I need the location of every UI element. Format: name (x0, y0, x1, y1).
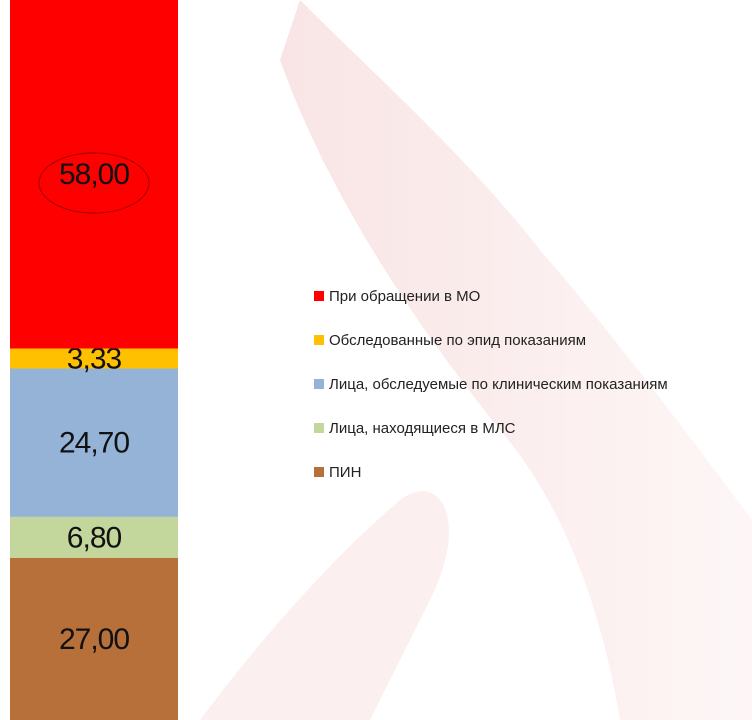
bar-segment (10, 516, 178, 558)
background-ribbon (200, 491, 449, 720)
legend-label: При обращении в МО (329, 288, 480, 305)
bar-segment (10, 368, 178, 517)
legend-swatch (314, 335, 324, 345)
legend-label: Лица, обследуемые по клиническим показан… (329, 376, 668, 393)
data-label: 58,00 (59, 158, 129, 191)
bar-segment (10, 348, 178, 369)
label-highlight (38, 152, 150, 214)
bar-segment (10, 0, 178, 349)
legend-label: Лица, находящиеся в МЛС (329, 420, 516, 437)
data-label: 24,70 (59, 427, 129, 460)
background-ribbon (280, 0, 752, 720)
data-label: 6,80 (67, 521, 122, 554)
legend: При обращении в МО Обследованные по эпид … (314, 288, 668, 481)
legend-swatch (314, 379, 324, 389)
data-label: 27,00 (59, 623, 129, 656)
legend-swatch (314, 423, 324, 433)
legend-swatch (314, 291, 324, 301)
legend-label: Обследованные по эпид показаниям (329, 332, 586, 349)
bar-segment (10, 557, 178, 720)
legend-swatch (314, 467, 324, 477)
legend-label: ПИН (329, 464, 361, 481)
